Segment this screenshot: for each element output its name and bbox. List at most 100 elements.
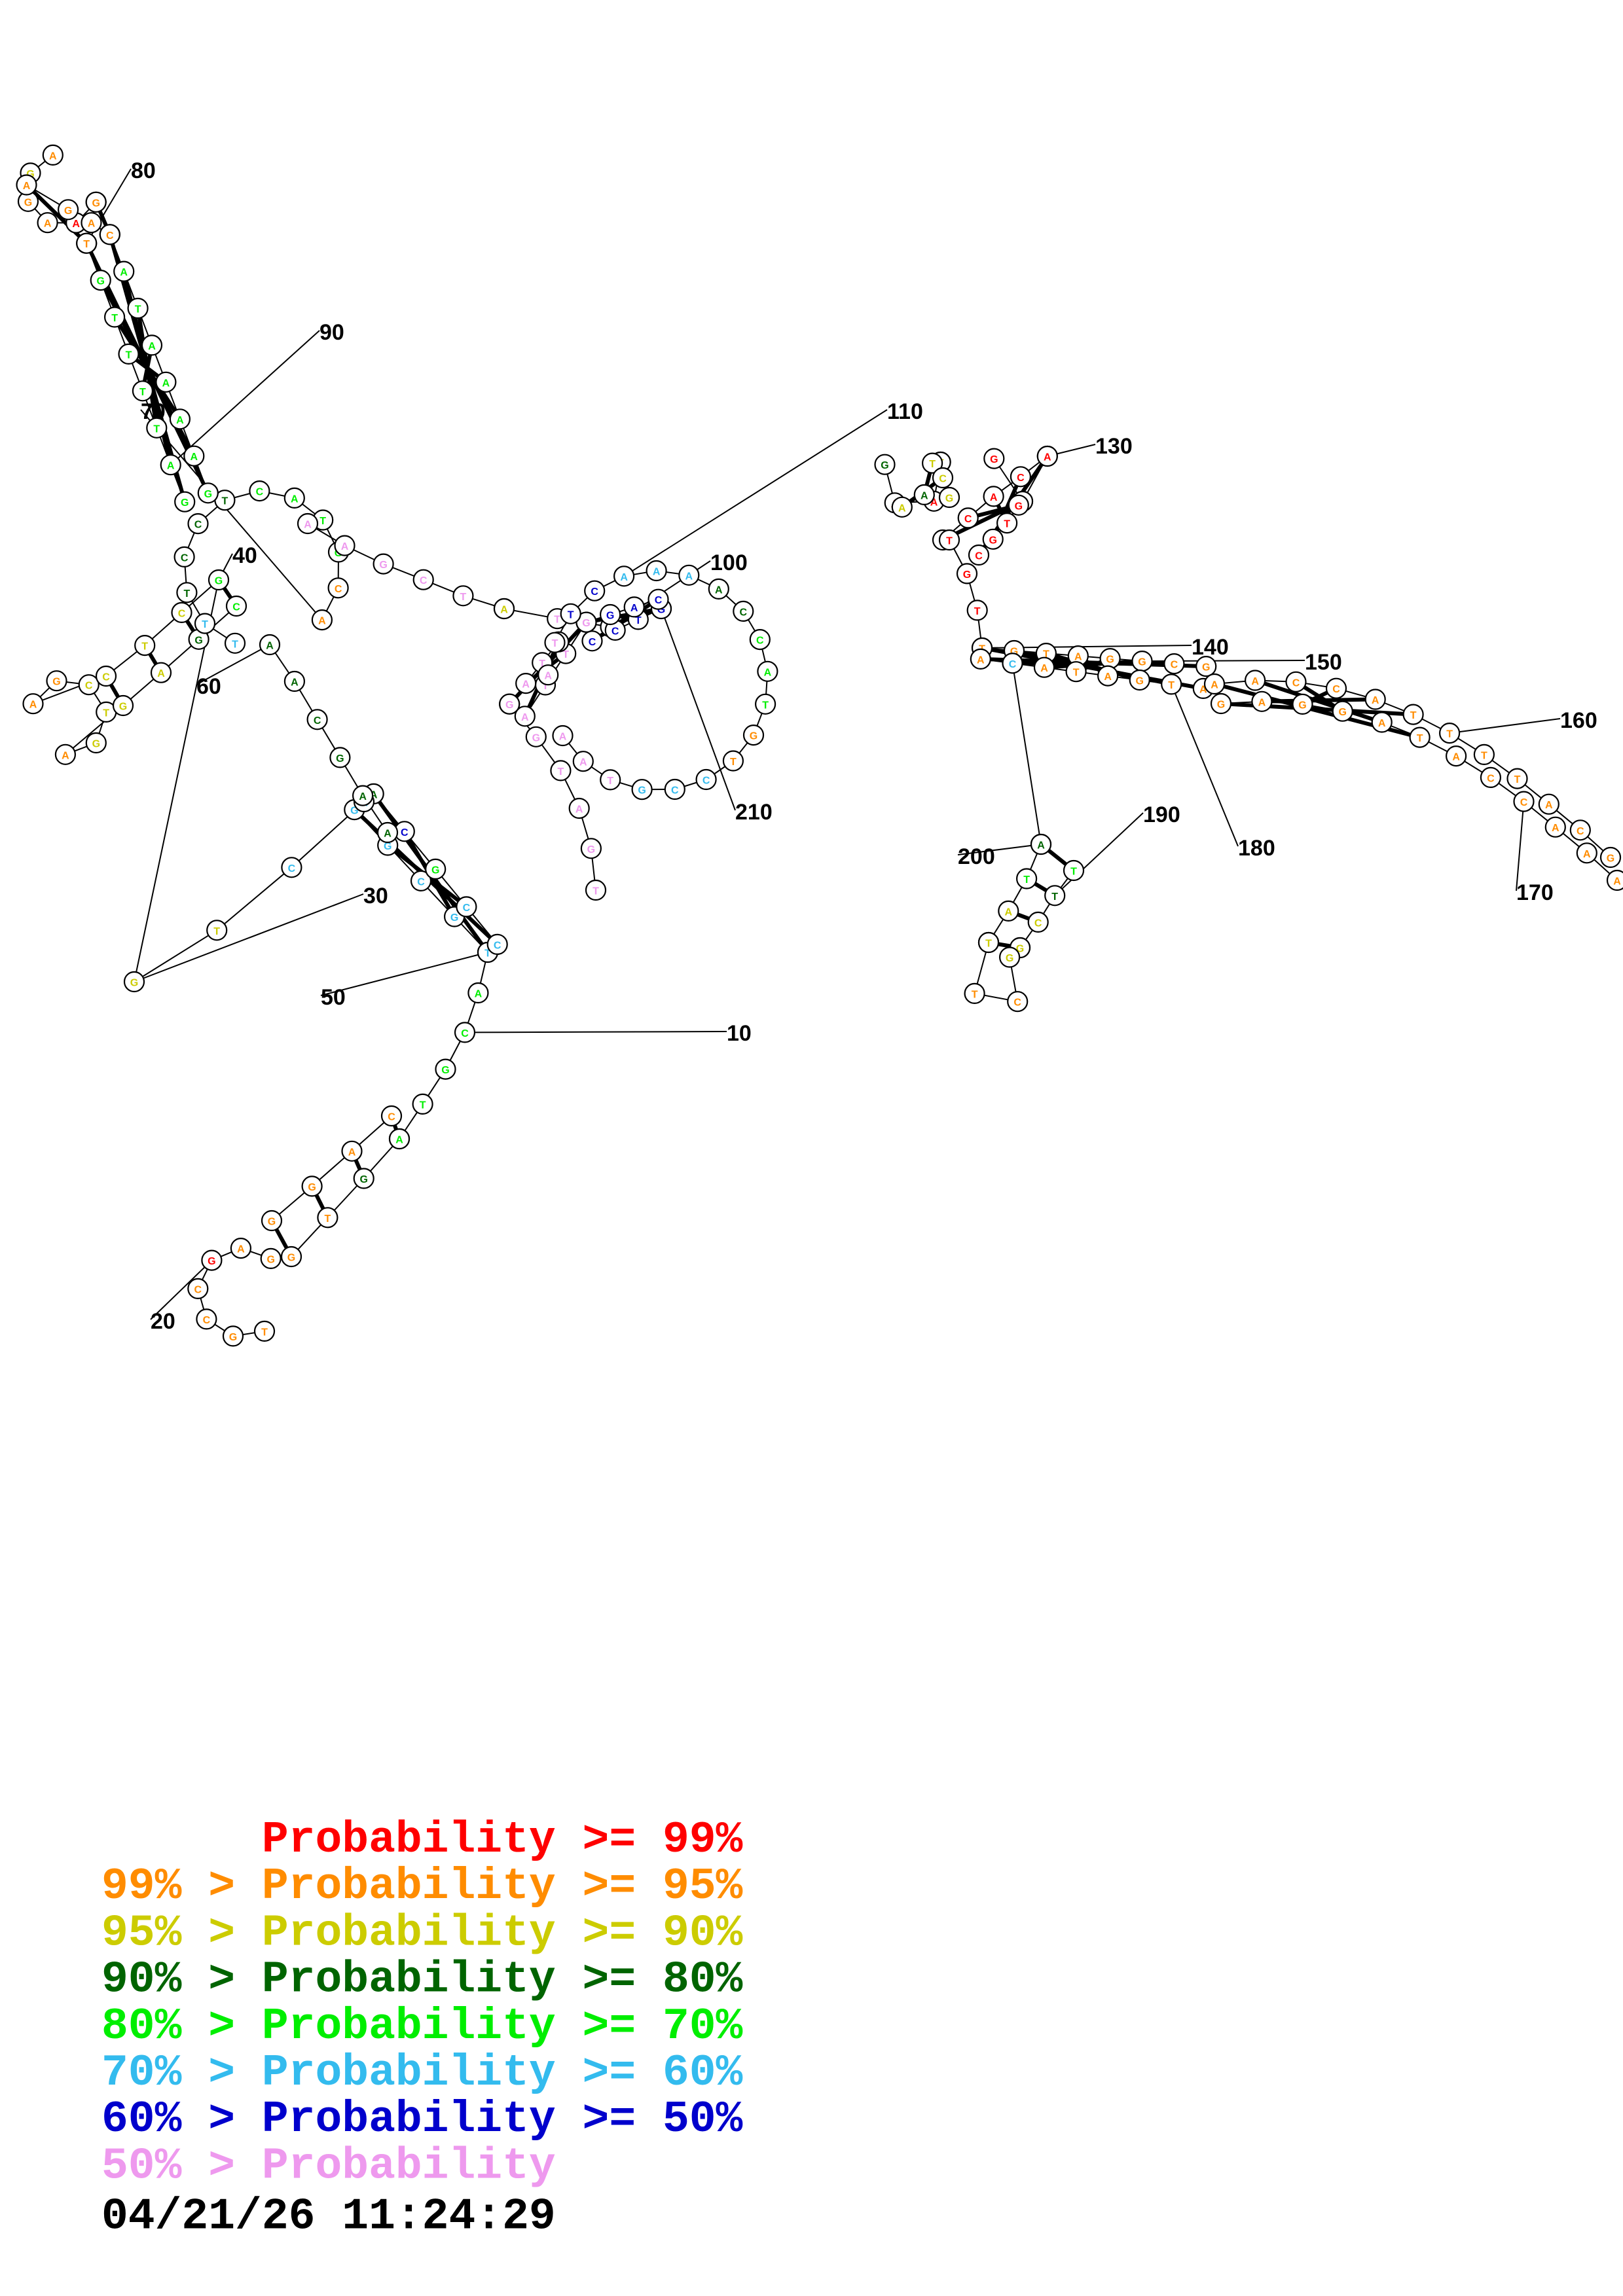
svg-text:A: A [559,732,567,743]
svg-text:C: C [461,1028,469,1039]
svg-text:180: 180 [1238,836,1275,861]
svg-text:C: C [401,827,409,838]
svg-text:G: G [532,732,540,744]
svg-text:G: G [229,1332,237,1343]
svg-text:G: G [287,1253,295,1264]
svg-text:C: C [314,715,321,726]
svg-text:210: 210 [735,800,773,825]
svg-text:10: 10 [727,1021,752,1046]
svg-text:G: G [1015,501,1023,512]
svg-text:A: A [715,584,723,596]
svg-text:C: C [589,637,596,648]
svg-text:95% > Probability >= 90%: 95% > Probability >= 90% [101,1908,743,1958]
svg-text:G: G [64,206,72,217]
svg-text:A: A [318,616,326,627]
svg-text:A: A [304,520,312,531]
svg-text:G: G [582,618,590,629]
svg-text:T: T [1023,874,1030,886]
svg-text:C: C [256,487,264,498]
svg-text:C: C [463,903,471,914]
svg-text:G: G [1135,676,1143,687]
svg-text:G: G [52,677,60,688]
svg-text:G: G [1138,657,1146,668]
svg-text:T: T [972,989,978,1000]
svg-text:A: A [1613,876,1621,888]
svg-text:C: C [655,595,663,606]
svg-text:C: C [1017,473,1025,484]
svg-text:A: A [521,712,529,723]
svg-text:A: A [1583,849,1591,860]
svg-text:C: C [288,863,296,874]
svg-text:T: T [460,592,467,603]
svg-text:C: C [1009,659,1017,670]
svg-text:A: A [23,181,31,192]
svg-text:G: G [379,560,387,571]
svg-text:200: 200 [958,844,995,869]
svg-text:99% > Probability >= 95%: 99% > Probability >= 95% [101,1861,743,1912]
svg-text:A: A [1044,452,1051,463]
svg-text:A: A [291,493,299,505]
svg-text:G: G [208,1256,215,1267]
svg-text:G: G [750,731,757,742]
svg-text:G: G [24,197,32,208]
svg-text:A: A [176,415,184,426]
svg-text:110: 110 [887,399,923,424]
svg-text:C: C [611,626,619,637]
svg-text:A: A [544,671,552,682]
svg-text:A: A [764,667,772,678]
svg-text:A: A [977,655,985,666]
svg-text:G: G [505,700,513,711]
svg-text:30: 30 [363,884,388,908]
svg-text:T: T [103,708,109,719]
svg-text:80: 80 [131,158,156,183]
svg-text:C: C [939,474,947,485]
svg-text:140: 140 [1192,635,1229,660]
svg-text:G: G [945,493,953,505]
svg-text:A: A [1040,663,1048,674]
svg-text:A: A [148,341,156,352]
svg-text:A: A [395,1135,403,1146]
svg-text:T: T [554,615,560,626]
svg-text:A: A [72,219,80,230]
svg-text:A: A [1005,906,1013,918]
svg-text:80% > Probability >= 70%: 80% > Probability >= 70% [101,2001,743,2052]
svg-text:C: C [1332,684,1340,695]
svg-text:T: T [1168,680,1175,691]
svg-text:C: C [232,602,240,613]
svg-text:C: C [756,636,764,647]
svg-text:A: A [348,1147,356,1158]
svg-text:20: 20 [151,1309,175,1334]
svg-text:A: A [359,791,367,802]
svg-text:T: T [1070,867,1077,878]
svg-text:150: 150 [1305,650,1342,675]
svg-text:C: C [1292,677,1300,689]
svg-text:G: G [92,198,100,209]
svg-text:T: T [607,776,613,787]
svg-text:A: A [579,757,587,768]
svg-text:T: T [558,766,564,778]
svg-text:G: G [1607,853,1614,865]
svg-text:A: A [500,605,508,616]
svg-text:T: T [1481,750,1487,761]
svg-text:T: T [222,496,228,507]
svg-text:A: A [921,490,928,501]
svg-text:T: T [111,313,118,324]
svg-text:T: T [1410,710,1417,721]
svg-text:G: G [181,497,189,509]
svg-text:T: T [1051,891,1058,903]
svg-text:T: T [232,639,238,650]
svg-text:T: T [420,1100,426,1111]
svg-text:G: G [194,635,202,646]
svg-text:T: T [135,304,141,315]
svg-text:C: C [1577,826,1584,837]
svg-text:A: A [191,452,198,463]
svg-text:T: T [184,588,191,600]
svg-text:70: 70 [141,399,166,424]
svg-text:G: G [431,865,439,876]
svg-text:100: 100 [710,550,748,575]
svg-text:70% > Probability >= 60%: 70% > Probability >= 60% [101,2048,743,2098]
svg-text:T: T [261,1327,268,1338]
svg-text:C: C [178,608,186,619]
svg-text:C: C [671,785,679,797]
svg-text:A: A [384,829,392,840]
